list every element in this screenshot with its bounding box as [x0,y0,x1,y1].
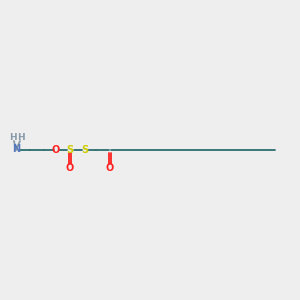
Text: O: O [52,145,60,155]
Text: S: S [66,145,74,155]
Text: H: H [9,134,17,142]
Text: S: S [81,145,88,155]
Text: O: O [66,163,74,173]
Text: H: H [17,134,25,142]
Text: O: O [106,163,114,173]
Text: N: N [12,144,20,154]
